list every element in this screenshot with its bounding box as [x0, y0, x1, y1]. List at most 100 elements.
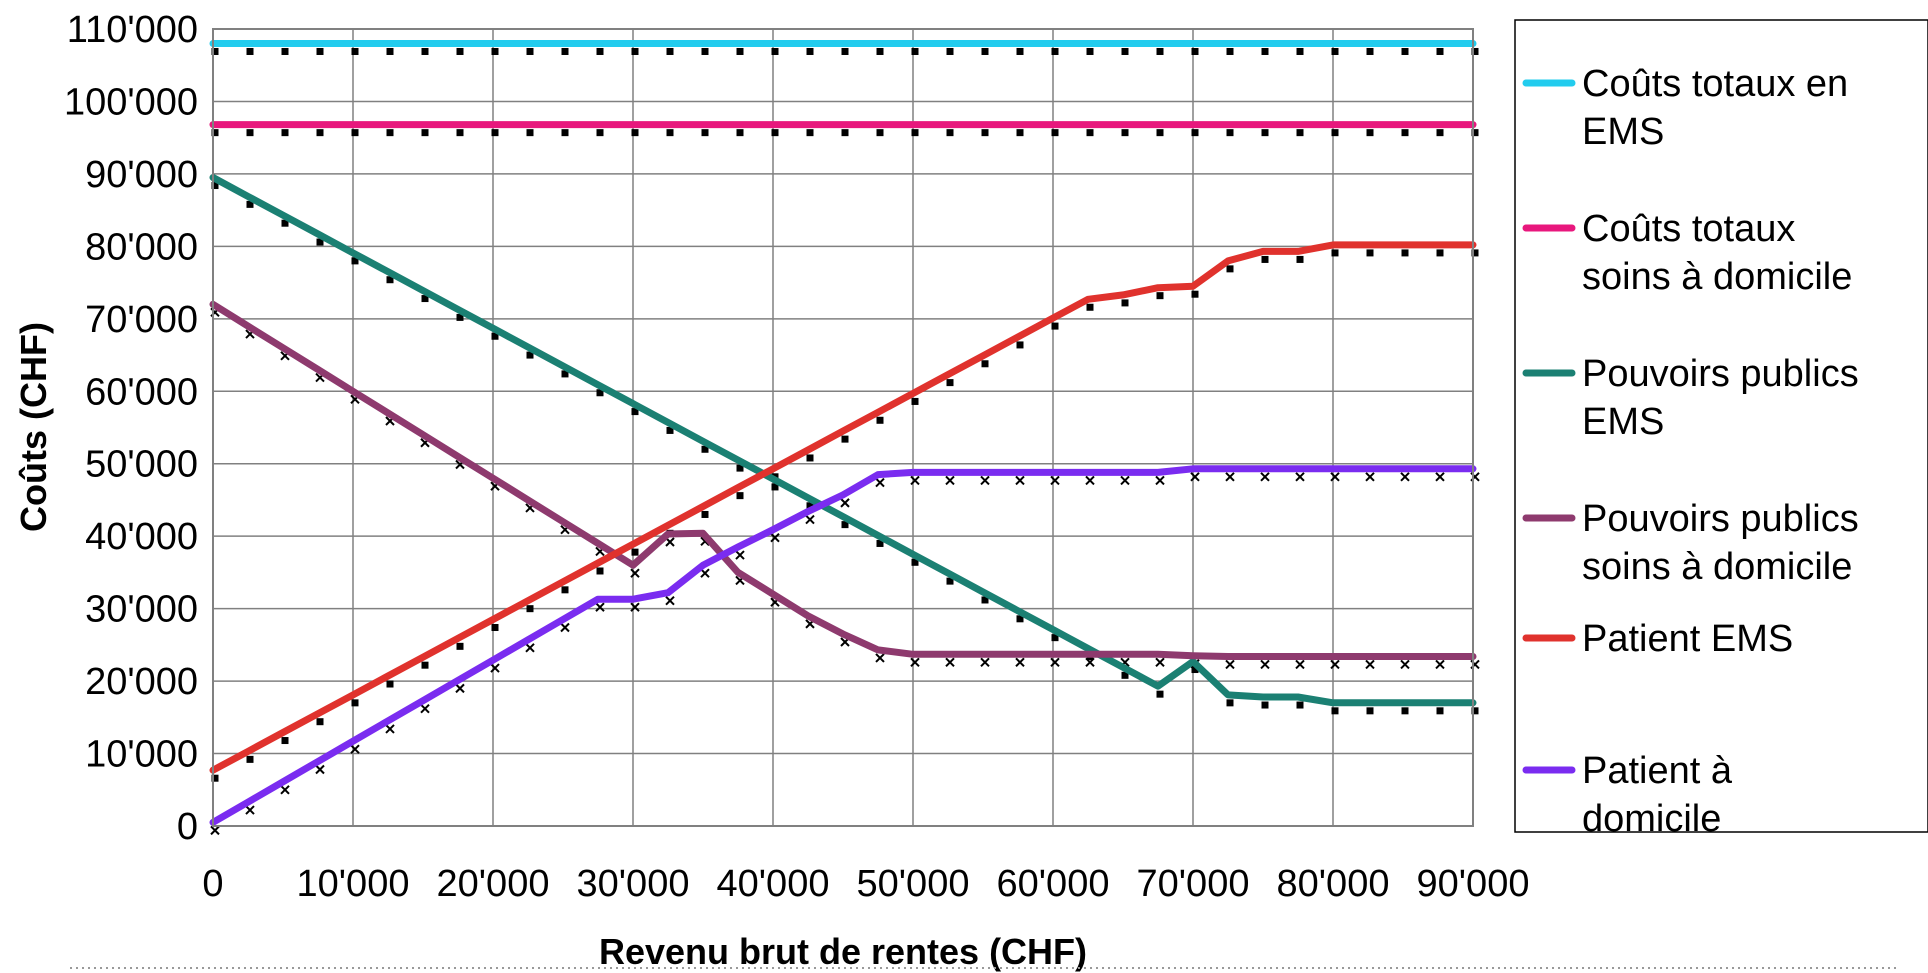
- data-point-marker: [1226, 47, 1234, 55]
- series-line: [209, 241, 1477, 774]
- data-point-marker: [281, 47, 289, 55]
- data-point-marker: [1191, 290, 1199, 298]
- data-point-marker: [1225, 659, 1235, 670]
- data-point-marker: [281, 737, 289, 745]
- data-point-marker: [876, 539, 884, 547]
- data-point-marker: [1401, 249, 1409, 257]
- data-point-marker: [911, 129, 919, 137]
- data-point-marker: [666, 129, 674, 137]
- data-point-marker: [910, 475, 920, 486]
- data-point-marker: [561, 370, 569, 378]
- data-point-marker: [911, 47, 919, 55]
- data-point-marker: [1085, 475, 1095, 486]
- data-point-marker: [1085, 657, 1095, 667]
- data-point-marker: [1015, 475, 1025, 486]
- data-point-marker: [1331, 249, 1339, 257]
- data-point-marker: [806, 47, 814, 55]
- data-point-marker: [421, 661, 429, 669]
- data-point-marker: [1261, 255, 1269, 263]
- data-point-marker: [735, 550, 745, 560]
- data-point-marker: [701, 510, 709, 518]
- data-point-marker: [736, 129, 744, 137]
- data-point-marker: [1330, 659, 1340, 670]
- data-point-marker: [1296, 47, 1304, 55]
- data-point-marker: [351, 129, 359, 137]
- data-point-marker: [421, 295, 429, 303]
- data-point-marker: [666, 47, 674, 55]
- data-point-marker: [210, 825, 220, 836]
- data-point-marker: [1121, 671, 1129, 679]
- data-point-marker: [630, 568, 640, 578]
- data-point-marker: [910, 657, 920, 667]
- data-point-marker: [526, 47, 534, 55]
- data-point-marker: [315, 764, 325, 775]
- data-point-marker: [631, 408, 639, 416]
- data-point-marker: [771, 129, 779, 137]
- legend-frame: [1514, 19, 1928, 833]
- data-point-marker: [561, 586, 569, 594]
- data-point-marker: [981, 129, 989, 137]
- data-point-marker: [455, 683, 465, 694]
- data-point-marker: [596, 129, 604, 137]
- legend: Coûts totaux en EMS Coûts totaux soins à do…: [1514, 19, 1928, 840]
- data-point-marker: [280, 785, 290, 795]
- data-point-marker: [596, 47, 604, 55]
- data-point-marker: [911, 397, 919, 405]
- data-point-marker: [771, 47, 779, 55]
- series-line: [209, 174, 1477, 707]
- data-point-marker: [421, 129, 429, 137]
- data-point-marker: [841, 47, 849, 55]
- data-point-marker: [420, 703, 430, 714]
- data-point-marker: [946, 577, 954, 585]
- data-point-marker: [456, 129, 464, 137]
- data-point-marker: [946, 129, 954, 137]
- data-point-marker: [491, 47, 499, 55]
- data-point-marker: [876, 416, 884, 424]
- data-point-marker: [211, 774, 219, 782]
- data-point-marker: [456, 642, 464, 650]
- data-point-marker: [945, 657, 955, 667]
- data-point-marker: [1155, 475, 1165, 486]
- data-point-marker: [316, 47, 324, 55]
- data-point-marker: [1261, 129, 1269, 137]
- data-point-marker: [1120, 475, 1130, 486]
- data-point-marker: [981, 47, 989, 55]
- data-point-marker: [1331, 129, 1339, 137]
- data-point-marker: [841, 129, 849, 137]
- data-point-marker: [351, 47, 359, 55]
- x-tick-label: 20'000: [437, 863, 550, 905]
- x-tick-label: 60'000: [997, 863, 1110, 905]
- data-point-marker: [1295, 659, 1305, 670]
- data-point-marker: [1191, 666, 1199, 674]
- data-point-marker: [421, 47, 429, 55]
- plot-frame: [212, 28, 1474, 827]
- data-point-marker: [1471, 249, 1479, 257]
- data-point-marker: [316, 238, 324, 246]
- x-tick-label: 70'000: [1137, 863, 1250, 905]
- data-point-marker: [980, 475, 990, 486]
- legend-label: Pouvoirs publics EMS: [1582, 353, 1859, 443]
- data-point-marker: [1051, 47, 1059, 55]
- data-point-marker: [1016, 615, 1024, 623]
- x-tick-label: 90'000: [1417, 863, 1530, 905]
- data-point-marker: [875, 477, 885, 488]
- legend-label: Patient à domicile: [1582, 750, 1733, 840]
- data-point-marker: [1331, 707, 1339, 715]
- data-point-marker: [770, 532, 780, 543]
- data-point-marker: [1401, 47, 1409, 55]
- data-point-marker: [1436, 249, 1444, 257]
- data-point-marker: [1366, 47, 1374, 55]
- data-point-marker: [281, 219, 289, 227]
- data-point-marker: [1121, 129, 1129, 137]
- y-tick-label: 110'000: [67, 9, 198, 51]
- data-point-marker: [911, 558, 919, 566]
- data-point-marker: [1295, 472, 1305, 482]
- data-point-marker: [1156, 129, 1164, 137]
- data-point-marker: [1226, 129, 1234, 137]
- data-point-marker: [876, 129, 884, 137]
- data-point-marker: [805, 514, 815, 525]
- data-point-marker: [1436, 129, 1444, 137]
- data-point-marker: [1190, 472, 1200, 482]
